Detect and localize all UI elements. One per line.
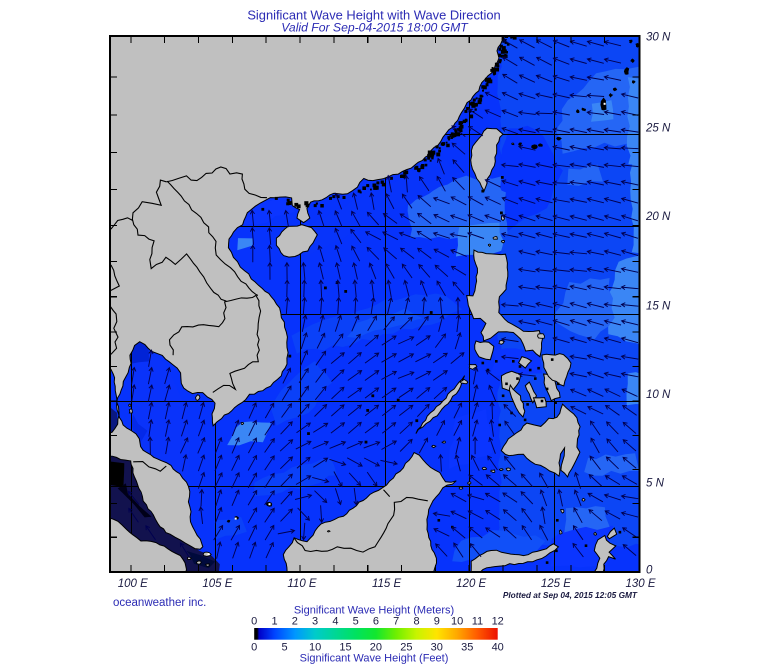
svg-text:5: 5 bbox=[353, 616, 359, 628]
svg-text:0: 0 bbox=[251, 642, 257, 654]
svg-text:7: 7 bbox=[393, 616, 399, 628]
svg-text:125 E: 125 E bbox=[541, 578, 571, 590]
svg-text:15 N: 15 N bbox=[646, 300, 671, 312]
svg-text:Plotted at Sep 04, 2015 12:05: Plotted at Sep 04, 2015 12:05 GMT bbox=[503, 590, 638, 600]
svg-text:1: 1 bbox=[271, 616, 277, 628]
svg-text:4: 4 bbox=[332, 616, 338, 628]
svg-text:100 E: 100 E bbox=[118, 578, 148, 590]
svg-text:30 N: 30 N bbox=[646, 32, 671, 44]
svg-text:Significant Wave Height (Meter: Significant Wave Height (Meters) bbox=[294, 605, 454, 617]
svg-text:0: 0 bbox=[251, 616, 257, 628]
svg-text:10: 10 bbox=[451, 616, 463, 628]
svg-text:120 E: 120 E bbox=[456, 578, 486, 590]
svg-text:12: 12 bbox=[492, 616, 504, 628]
svg-text:Significant Wave Height with W: Significant Wave Height with Wave Direct… bbox=[247, 8, 500, 23]
svg-text:105 E: 105 E bbox=[202, 578, 232, 590]
svg-text:6: 6 bbox=[373, 616, 379, 628]
svg-text:25 N: 25 N bbox=[645, 123, 671, 135]
svg-text:115 E: 115 E bbox=[372, 578, 402, 590]
svg-text:8: 8 bbox=[413, 616, 419, 628]
svg-text:5: 5 bbox=[282, 642, 288, 654]
svg-text:Significant Wave Height (Feet): Significant Wave Height (Feet) bbox=[300, 653, 449, 665]
svg-text:3: 3 bbox=[312, 616, 318, 628]
svg-text:0: 0 bbox=[646, 564, 653, 576]
svg-text:15: 15 bbox=[339, 642, 351, 654]
svg-text:35: 35 bbox=[461, 642, 473, 654]
svg-text:11: 11 bbox=[472, 616, 483, 628]
svg-text:oceanweather inc.: oceanweather inc. bbox=[113, 597, 206, 609]
svg-text:10: 10 bbox=[309, 642, 321, 654]
svg-text:9: 9 bbox=[434, 616, 440, 628]
svg-text:30: 30 bbox=[431, 642, 443, 654]
svg-text:20: 20 bbox=[370, 642, 382, 654]
svg-text:130 E: 130 E bbox=[625, 578, 655, 590]
svg-text:5 N: 5 N bbox=[646, 477, 665, 489]
svg-text:40: 40 bbox=[492, 642, 504, 654]
svg-text:25: 25 bbox=[400, 642, 412, 654]
svg-text:110 E: 110 E bbox=[287, 578, 317, 590]
svg-text:2: 2 bbox=[292, 616, 298, 628]
svg-text:20 N: 20 N bbox=[645, 211, 671, 223]
svg-text:10 N: 10 N bbox=[646, 389, 671, 401]
svg-text:Valid For Sep-04-2015 18:00 GM: Valid For Sep-04-2015 18:00 GMT bbox=[281, 21, 469, 35]
